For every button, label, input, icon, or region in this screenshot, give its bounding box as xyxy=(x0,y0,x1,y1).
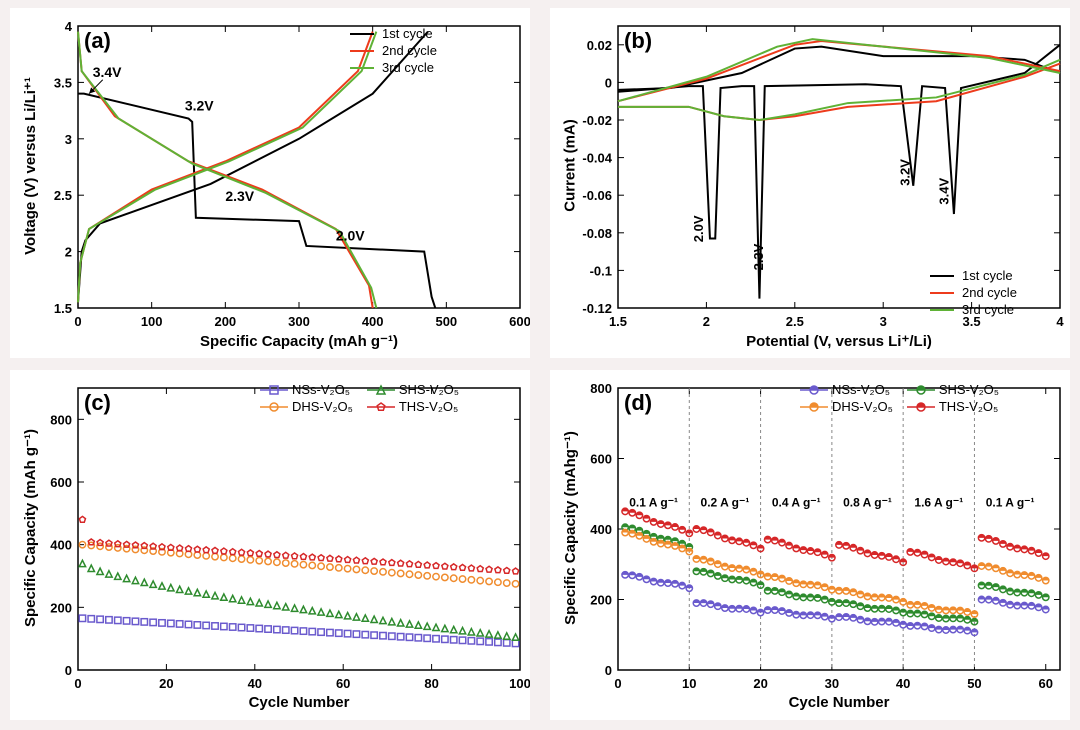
svg-text:1.5: 1.5 xyxy=(609,314,627,329)
figure: { "panels": { "a": {"label":"(a)","type"… xyxy=(0,0,1080,730)
svg-text:-0.02: -0.02 xyxy=(582,113,612,128)
legend-item: NSs-V₂O₅ xyxy=(800,382,893,397)
svg-text:2: 2 xyxy=(65,245,72,260)
svg-text:30: 30 xyxy=(825,676,839,691)
svg-text:2.3V: 2.3V xyxy=(751,243,766,270)
xlabel: Specific Capacity (mAh g⁻¹) xyxy=(199,332,399,350)
legend-item: DHS-V₂O₅ xyxy=(260,399,353,414)
svg-text:3.2V: 3.2V xyxy=(898,159,913,186)
legend-item: DHS-V₂O₅ xyxy=(800,399,893,414)
svg-text:3: 3 xyxy=(65,132,72,147)
legend: 1st cycle 2nd cycle 3rd cycle xyxy=(350,26,437,77)
legend-item: SHS-V₂O₅ xyxy=(367,382,459,397)
svg-text:400: 400 xyxy=(590,522,612,537)
legend-item: 2nd cycle xyxy=(930,285,1017,300)
legend-item: 3rd cycle xyxy=(930,302,1017,317)
svg-text:-0.12: -0.12 xyxy=(582,301,612,316)
xlabel: Cycle Number xyxy=(199,694,399,711)
svg-text:10: 10 xyxy=(682,676,696,691)
panel-label: (b) xyxy=(624,28,652,54)
svg-text:0: 0 xyxy=(65,663,72,678)
svg-text:400: 400 xyxy=(50,538,72,553)
svg-text:200: 200 xyxy=(214,314,236,329)
svg-text:600: 600 xyxy=(50,475,72,490)
svg-text:3.5: 3.5 xyxy=(54,75,72,90)
svg-text:4: 4 xyxy=(1056,314,1064,329)
svg-text:3.4V: 3.4V xyxy=(93,64,122,80)
ylabel: Voltage (V) versus Li/Li⁺¹ xyxy=(21,66,39,266)
ylabel: Current (mA) xyxy=(562,66,579,266)
legend-item: 3rd cycle xyxy=(350,60,437,75)
legend: NSs-V₂O₅ SHS-V₂O₅ DHS-V₂O₅ THS-V₂O₅ xyxy=(800,382,999,416)
panel-label: (a) xyxy=(84,28,111,54)
svg-text:0.8 A g⁻¹: 0.8 A g⁻¹ xyxy=(843,495,892,509)
legend-item: 1st cycle xyxy=(930,268,1017,283)
svg-text:0: 0 xyxy=(605,75,612,90)
svg-text:500: 500 xyxy=(435,314,457,329)
legend-item: 1st cycle xyxy=(350,26,437,41)
svg-text:100: 100 xyxy=(509,676,530,691)
xlabel: Potential (V, versus Li⁺/Li) xyxy=(739,332,939,350)
svg-text:0.02: 0.02 xyxy=(587,38,612,53)
svg-text:-0.06: -0.06 xyxy=(582,188,612,203)
xlabel: Cycle Number xyxy=(739,694,939,711)
svg-text:200: 200 xyxy=(590,593,612,608)
svg-text:0: 0 xyxy=(605,663,612,678)
svg-text:3: 3 xyxy=(880,314,887,329)
svg-text:800: 800 xyxy=(50,412,72,427)
svg-text:40: 40 xyxy=(896,676,910,691)
svg-text:400: 400 xyxy=(362,314,384,329)
legend-item: 2nd cycle xyxy=(350,43,437,58)
legend-item: NSs-V₂O₅ xyxy=(260,382,353,397)
panel-c: 0 20 40 60 80 100 0 200 400 600 800 (c) Cycle Number… xyxy=(10,370,530,720)
svg-text:0.1 A g⁻¹: 0.1 A g⁻¹ xyxy=(629,495,678,509)
svg-text:80: 80 xyxy=(424,676,438,691)
svg-text:60: 60 xyxy=(1039,676,1053,691)
svg-text:3.4V: 3.4V xyxy=(937,178,952,205)
svg-text:20: 20 xyxy=(159,676,173,691)
svg-text:200: 200 xyxy=(50,600,72,615)
legend: NSs-V₂O₅ SHS-V₂O₅ DHS-V₂O₅ THS-V₂O₅ xyxy=(260,382,459,416)
svg-text:1.5: 1.5 xyxy=(54,301,72,316)
svg-text:0: 0 xyxy=(74,314,81,329)
svg-text:40: 40 xyxy=(248,676,262,691)
svg-text:0: 0 xyxy=(614,676,621,691)
panel-label: (c) xyxy=(84,390,111,416)
svg-text:2.3V: 2.3V xyxy=(225,188,254,204)
svg-text:2: 2 xyxy=(703,314,710,329)
svg-text:-0.04: -0.04 xyxy=(582,151,612,166)
svg-text:50: 50 xyxy=(967,676,981,691)
svg-text:100: 100 xyxy=(141,314,163,329)
svg-text:0.2 A g⁻¹: 0.2 A g⁻¹ xyxy=(701,495,750,509)
svg-text:3.2V: 3.2V xyxy=(185,98,214,114)
ylabel: Specific Capacity (mAh g⁻¹) xyxy=(21,428,39,628)
svg-text:-0.1: -0.1 xyxy=(590,263,612,278)
svg-text:0: 0 xyxy=(74,676,81,691)
legend-item: SHS-V₂O₅ xyxy=(907,382,999,397)
ylabel: Specific Capacity (mAhg⁻¹) xyxy=(561,428,579,628)
panel-b: 1.522.533.54-0.12-0.1-0.08-0.06-0.04-0.0… xyxy=(550,8,1070,358)
svg-text:-0.08: -0.08 xyxy=(582,226,612,241)
svg-text:2.5: 2.5 xyxy=(786,314,804,329)
svg-text:60: 60 xyxy=(336,676,350,691)
legend-item: THS-V₂O₅ xyxy=(367,399,459,414)
svg-text:4: 4 xyxy=(65,19,73,34)
legend-item: THS-V₂O₅ xyxy=(907,399,999,414)
legend: 1st cycle 2nd cycle 3rd cycle xyxy=(930,268,1017,319)
svg-text:300: 300 xyxy=(288,314,310,329)
svg-text:2.5: 2.5 xyxy=(54,188,72,203)
panel-d: 010203040506002004006008000.1 A g⁻¹0.2 A… xyxy=(550,370,1070,720)
svg-text:800: 800 xyxy=(590,381,612,396)
panel-label: (d) xyxy=(624,390,652,416)
panel-a: 0 100 200 300 400 500 600 1.5 2 2.5 3 3.5 4 3.4V 3.2V 2… xyxy=(10,8,530,358)
svg-text:600: 600 xyxy=(509,314,530,329)
svg-text:0.1 A g⁻¹: 0.1 A g⁻¹ xyxy=(986,495,1035,509)
svg-text:0.4 A g⁻¹: 0.4 A g⁻¹ xyxy=(772,495,821,509)
svg-text:600: 600 xyxy=(590,452,612,467)
svg-text:2.0V: 2.0V xyxy=(336,227,365,243)
svg-text:2.0V: 2.0V xyxy=(691,215,706,242)
svg-text:20: 20 xyxy=(753,676,767,691)
svg-text:1.6 A g⁻¹: 1.6 A g⁻¹ xyxy=(914,495,963,509)
